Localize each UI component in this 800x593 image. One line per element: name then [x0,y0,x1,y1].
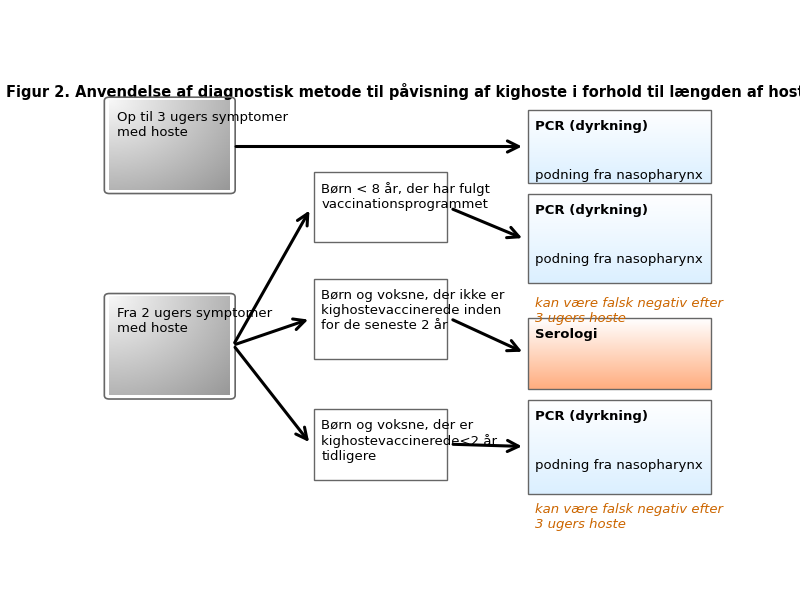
Text: PCR (dyrkning): PCR (dyrkning) [535,205,648,218]
Text: Fra 2 ugers symptomer
med hoste: Fra 2 ugers symptomer med hoste [117,307,272,335]
Bar [314,171,447,243]
Text: podning fra nasopharynx: podning fra nasopharynx [535,253,703,266]
Text: kan være falsk negativ efter
3 ugers hoste: kan være falsk negativ efter 3 ugers hos… [535,298,723,326]
Text: Børn < 8 år, der har fulgt
vaccinationsprogrammet: Børn < 8 år, der har fulgt vaccinationsp… [322,181,490,211]
Text: podning fra nasopharynx: podning fra nasopharynx [535,458,703,471]
Bar [314,171,447,243]
Bar [528,110,710,183]
Text: Op til 3 ugers symptomer
med hoste: Op til 3 ugers symptomer med hoste [117,111,288,139]
Text: Serologi: Serologi [535,328,598,341]
Text: PCR (dyrkning): PCR (dyrkning) [535,410,648,423]
Text: PCR (dyrkning): PCR (dyrkning) [535,120,648,133]
Bar [314,409,447,480]
Text: Figur 2. Anvendelse af diagnostisk metode til påvisning af kighoste i forhold ti: Figur 2. Anvendelse af diagnostisk metod… [6,82,800,100]
Bar [528,400,710,493]
Text: kan være falsk negativ efter
3 ugers hoste: kan være falsk negativ efter 3 ugers hos… [535,503,723,531]
Bar [528,195,710,283]
Text: podning fra nasopharynx: podning fra nasopharynx [535,169,703,181]
Bar [314,279,447,359]
Text: Børn og voksne, der ikke er
kighostevaccinerede inden
for de seneste 2 år: Børn og voksne, der ikke er kighostevacc… [322,289,505,332]
Text: Børn og voksne, der er
kighostevaccinerede<2 år
tidligere: Børn og voksne, der er kighostevaccinere… [322,419,498,463]
Bar [528,318,710,388]
Bar [314,279,447,359]
Bar [314,409,447,480]
